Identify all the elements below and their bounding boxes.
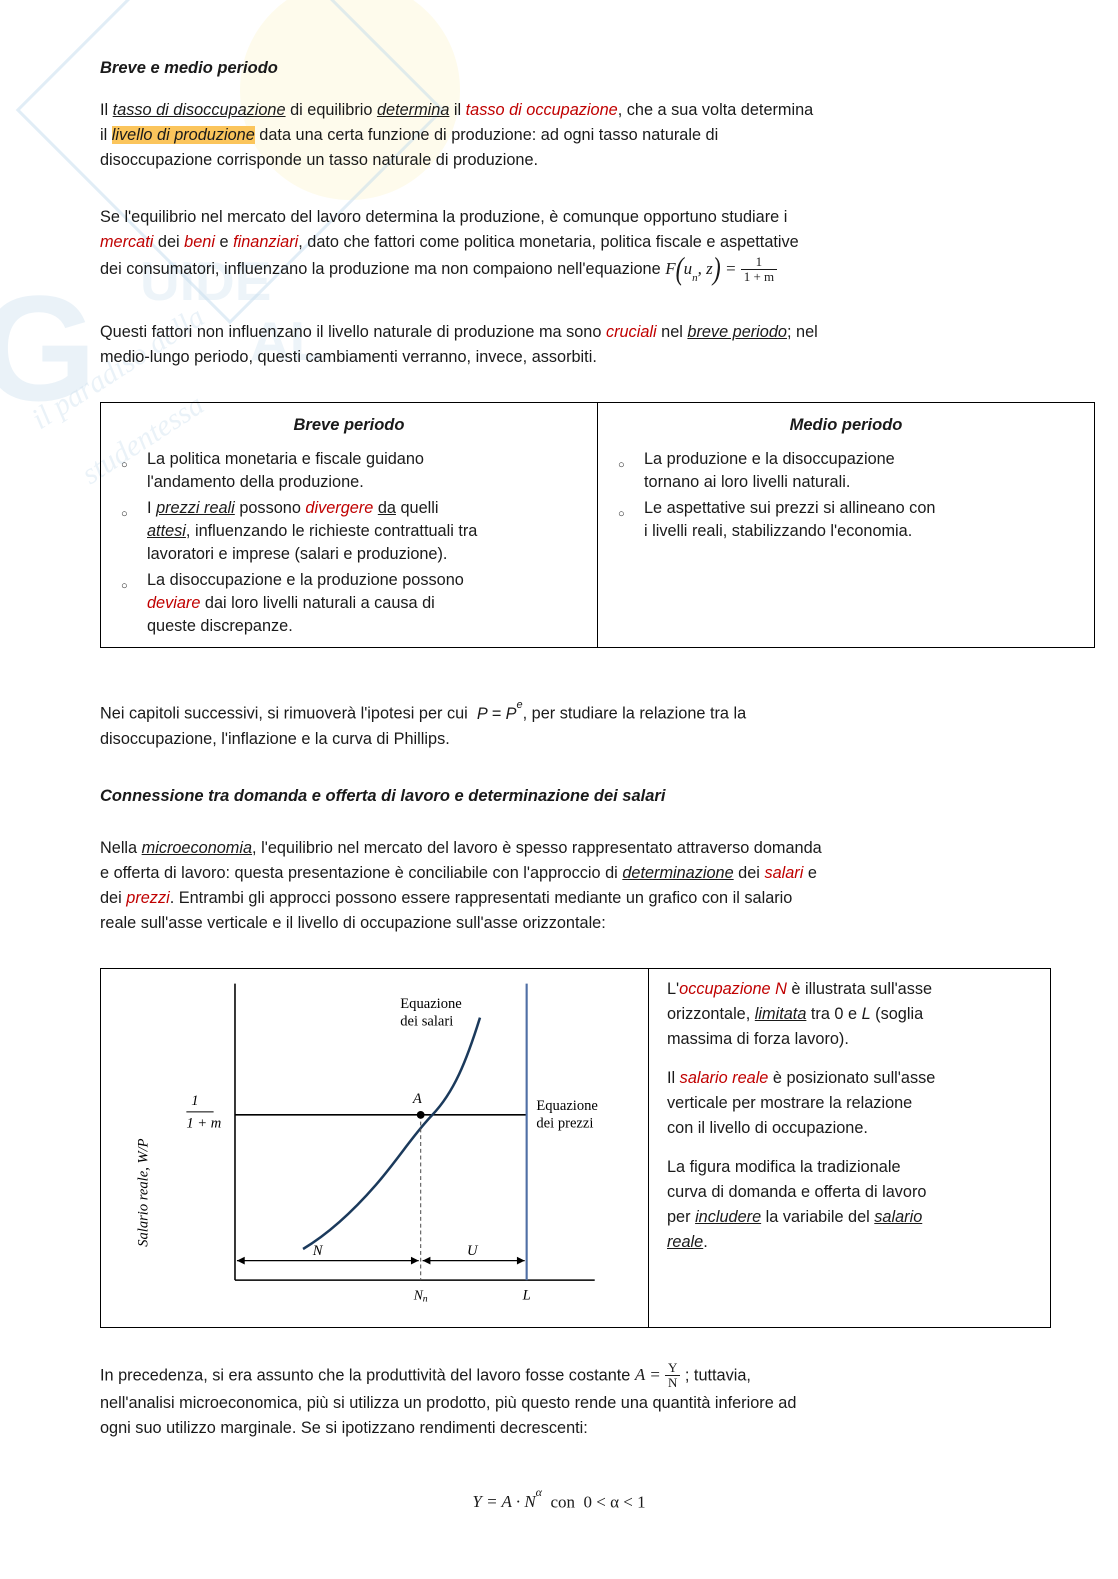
svg-text:A: A	[412, 1091, 422, 1107]
svg-text:1 + m: 1 + m	[186, 1115, 221, 1131]
svg-text:dei salari: dei salari	[400, 1013, 453, 1029]
svg-text:Equazione: Equazione	[536, 1098, 598, 1114]
svg-text:L: L	[522, 1287, 531, 1303]
svg-text:N: N	[312, 1243, 324, 1259]
svg-text:G: G	[0, 264, 97, 432]
svg-text:Nn: Nn	[413, 1287, 428, 1304]
svg-text:U: U	[467, 1243, 479, 1259]
svg-text:dei prezzi: dei prezzi	[536, 1115, 593, 1131]
svg-text:Equazione: Equazione	[400, 996, 462, 1012]
svg-text:1: 1	[191, 1093, 198, 1109]
svg-text:Salario reale, W/P: Salario reale, W/P	[135, 1138, 151, 1246]
